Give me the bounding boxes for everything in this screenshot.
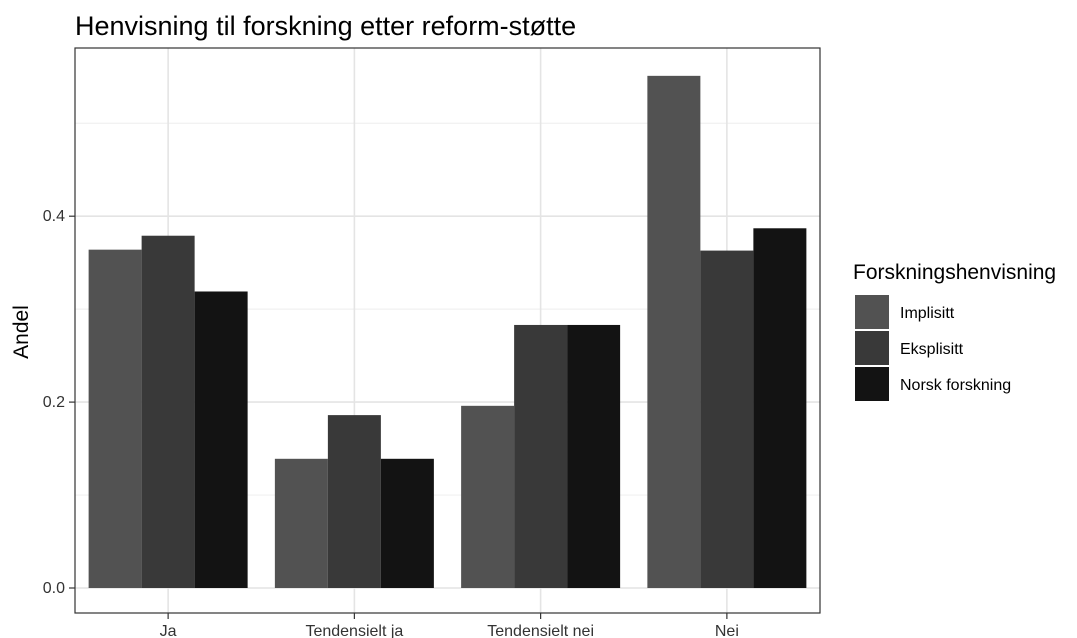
y-tick-label: 0.4 <box>43 208 65 225</box>
bar <box>461 405 515 588</box>
y-axis: 0.0 0.2 0.4 <box>43 208 75 597</box>
x-tick-label: Tendensielt ja <box>305 623 403 638</box>
legend-label: Implisitt <box>900 305 955 322</box>
y-tick-label: 0.0 <box>43 580 65 597</box>
bar <box>380 458 434 588</box>
legend-key <box>855 295 889 329</box>
bar <box>753 228 807 588</box>
bar <box>327 415 381 588</box>
bar <box>514 324 568 588</box>
x-tick-label: Nei <box>715 623 739 638</box>
bar <box>567 324 621 588</box>
bars <box>88 75 807 589</box>
bar <box>274 458 328 588</box>
legend-key <box>855 331 889 365</box>
bar <box>141 235 195 589</box>
bar <box>194 291 248 588</box>
plot-border <box>74 47 821 614</box>
y-axis-label: Andel <box>10 305 33 359</box>
legend: Forskningshenvisning Implisitt Eksplisitt… <box>853 261 1056 401</box>
legend-title: Forskningshenvisning <box>853 261 1056 284</box>
legend-label: Eksplisitt <box>900 341 964 358</box>
chart-title: Henvisning til forskning etter reform-st… <box>75 11 576 41</box>
bar <box>88 249 142 589</box>
legend-key <box>855 367 889 401</box>
bar <box>647 75 701 588</box>
x-tick-label: Tendensielt nei <box>487 623 594 638</box>
legend-label: Norsk forskning <box>900 377 1011 394</box>
y-tick-label: 0.2 <box>43 394 65 411</box>
x-axis: Ja Tendensielt ja Tendensielt nei Nei <box>160 613 739 638</box>
x-tick-label: Ja <box>160 623 177 638</box>
bar <box>700 250 754 589</box>
